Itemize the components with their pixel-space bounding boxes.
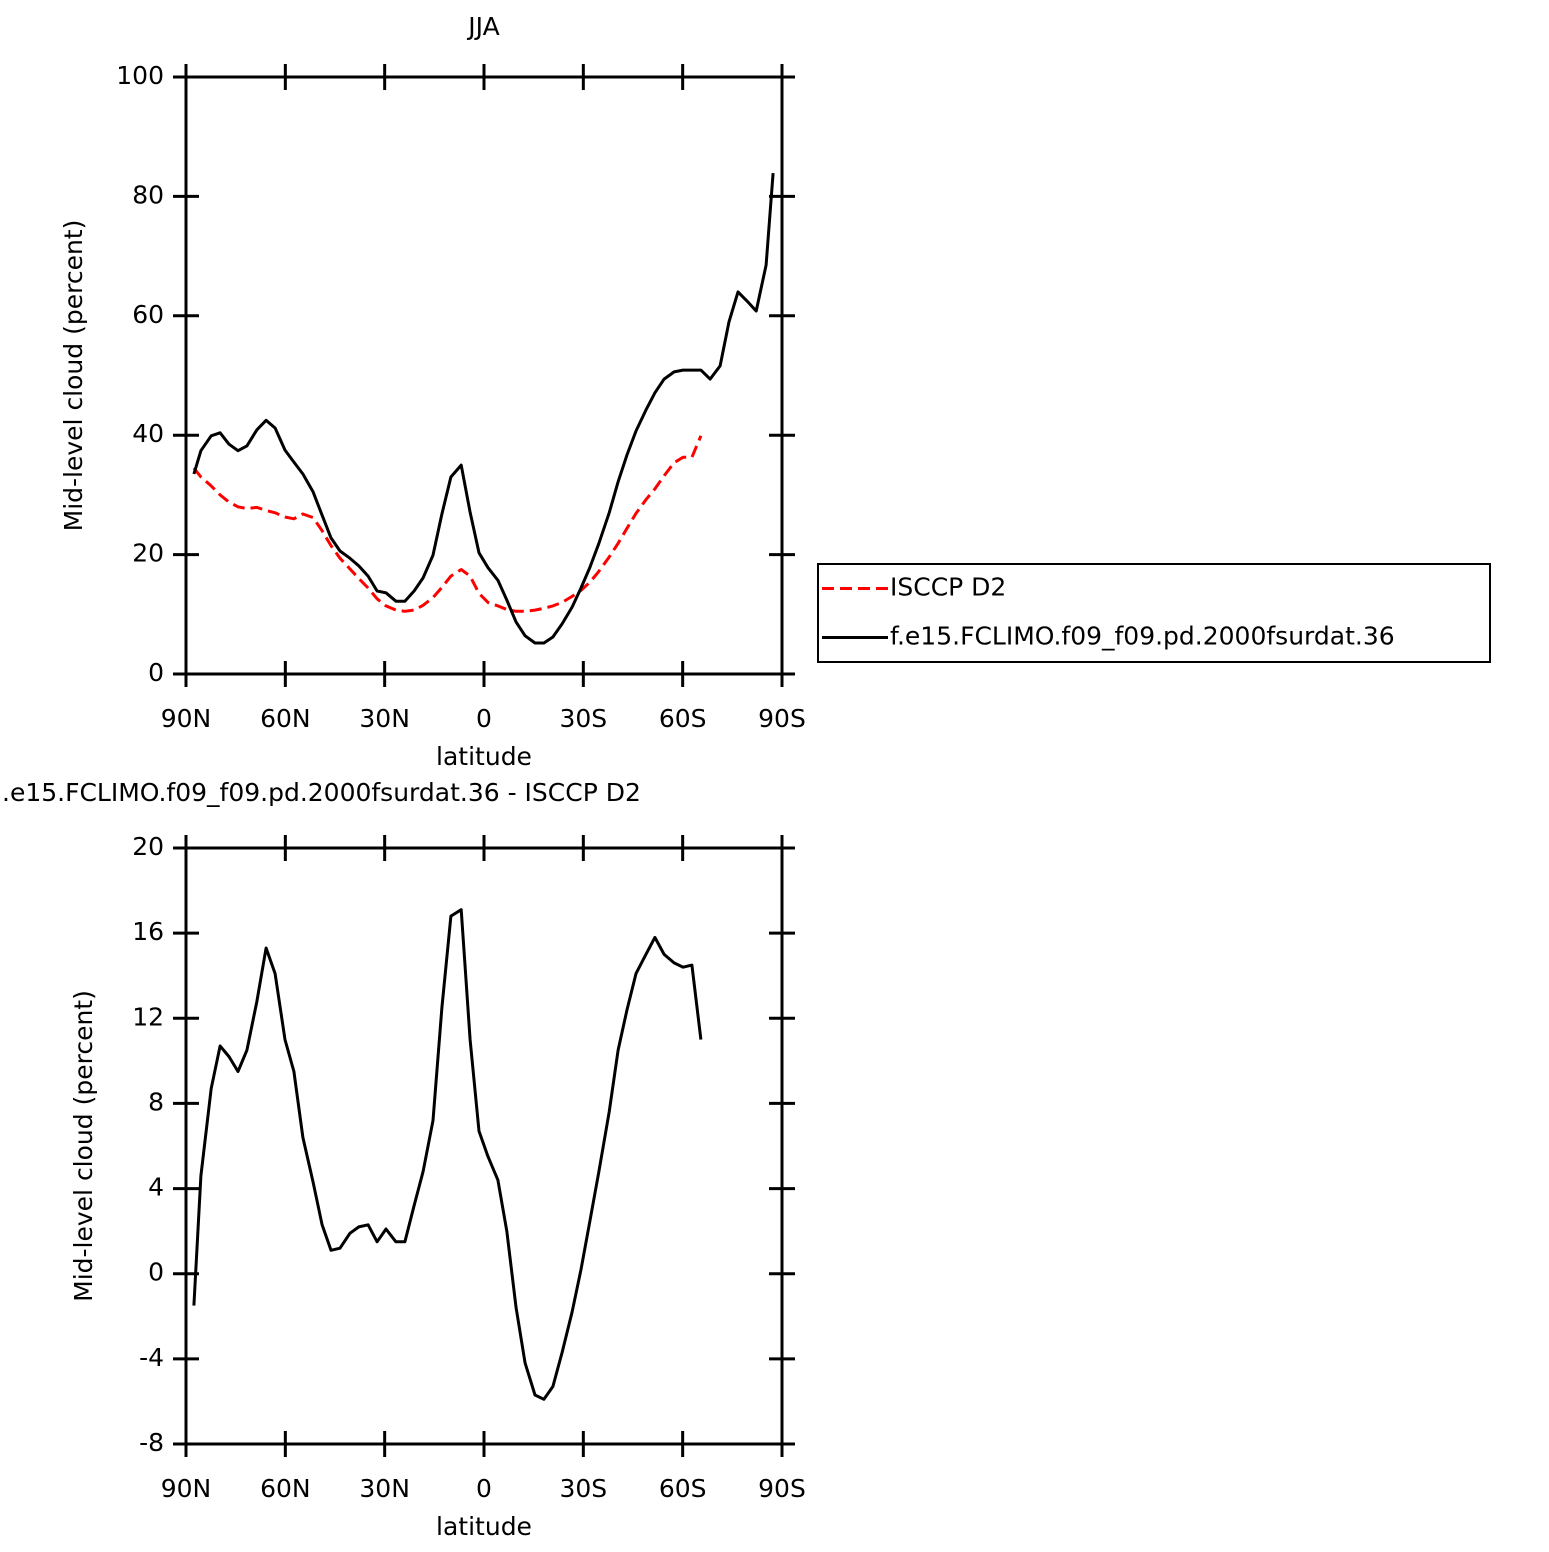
plot-frame [184,75,784,676]
plot-frame [184,846,784,1446]
y-tick-label: 16 [132,917,164,946]
legend-box [817,563,1491,663]
x-tick-label: 90S [758,704,806,733]
x-tick-label: 30N [359,704,410,733]
x-tick-label: 30N [359,1474,410,1503]
data-line [192,172,775,645]
y-tick-label: 0 [148,1258,164,1287]
x-tick-label: 60N [260,1474,311,1503]
x-tick-label: 0 [476,704,492,733]
chart-title: JJA [466,12,499,41]
x-axis-label: latitude [436,1512,532,1541]
y-tick-label: 40 [132,419,164,448]
x-tick-label: 90N [161,704,212,733]
y-tick-label: 80 [132,180,164,209]
x-tick-label: 90N [161,1474,212,1503]
y-tick-label: 20 [132,539,164,568]
x-tick-label: 60S [659,704,707,733]
data-line [192,435,703,613]
y-axis-label: Mid-level cloud (percent) [69,990,98,1302]
y-tick-label: 12 [132,1002,164,1031]
x-tick-label: 30S [559,704,607,733]
chart-title: .e15.FCLIMO.f09_f09.pd.2000fsurdat.36 - … [2,778,641,807]
x-tick-label: 0 [476,1474,492,1503]
legend-label: f.e15.FCLIMO.f09_f09.pd.2000fsurdat.36 [890,622,1395,651]
y-tick-label: 100 [116,61,164,90]
y-tick-label: -8 [139,1428,164,1457]
y-tick-label: 4 [148,1173,164,1202]
y-tick-label: 8 [148,1087,164,1116]
legend-label: ISCCP D2 [890,573,1006,602]
y-tick-label: 0 [148,658,164,687]
y-axis-label: Mid-level cloud (percent) [59,220,88,532]
data-line [192,908,703,1401]
y-tick-label: 60 [132,300,164,329]
x-axis-label: latitude [436,742,532,771]
x-tick-label: 90S [758,1474,806,1503]
x-tick-label: 60N [260,704,311,733]
y-tick-label: 20 [132,832,164,861]
y-tick-label: -4 [139,1343,164,1372]
x-tick-label: 30S [559,1474,607,1503]
x-tick-label: 60S [659,1474,707,1503]
